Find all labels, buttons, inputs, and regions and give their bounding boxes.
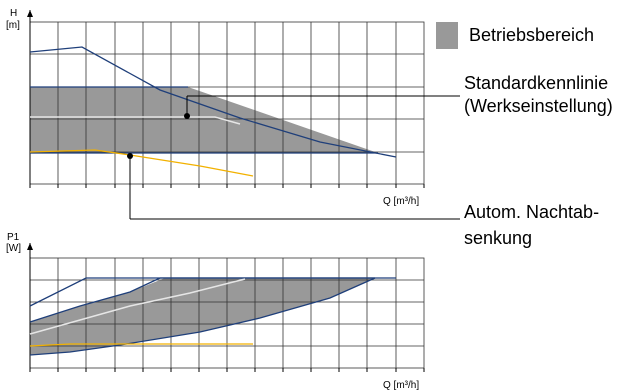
power-y-arrow [27, 243, 33, 250]
power-upper-curve [29, 277, 161, 323]
standard-callout-line1: Standardkennlinie [464, 73, 608, 93]
power-chart: P1 [W] Q [m³/h] [6, 232, 425, 391]
head-max-curve [29, 46, 397, 158]
power-y-unit: [W] [6, 243, 21, 254]
power-operating-area [30, 278, 375, 355]
standard-callout-leader [186, 95, 460, 116]
night-callout-line2: senkung [464, 228, 532, 248]
head-night-curve [29, 149, 254, 177]
power-night-curve [29, 343, 253, 347]
head-y-unit: [m] [6, 20, 20, 31]
night-callout-line1: Autom. Nachtab- [464, 202, 599, 222]
legend-label: Betriebsbereich [469, 25, 594, 45]
head-y-label: H [10, 8, 17, 19]
legend-swatch [436, 22, 458, 49]
head-operating-area [30, 87, 378, 153]
standard-callout-line2: (Werkseinstellung) [464, 96, 613, 116]
head-x-label: Q [m³/h] [383, 196, 419, 207]
head-y-arrow [27, 10, 33, 17]
standard-callout-dot [184, 113, 190, 119]
night-callout-dot [127, 153, 133, 159]
head-grid [29, 21, 425, 185]
power-x-label: Q [m³/h] [383, 380, 419, 391]
power-y-label: P1 [7, 232, 20, 243]
power-standard-curve [29, 278, 246, 335]
night-callout-leader [129, 156, 460, 220]
power-lower-curve [29, 277, 376, 356]
head-standard-curve [30, 116, 241, 125]
head-chart: H [m] Q [m³/h] [6, 8, 425, 207]
